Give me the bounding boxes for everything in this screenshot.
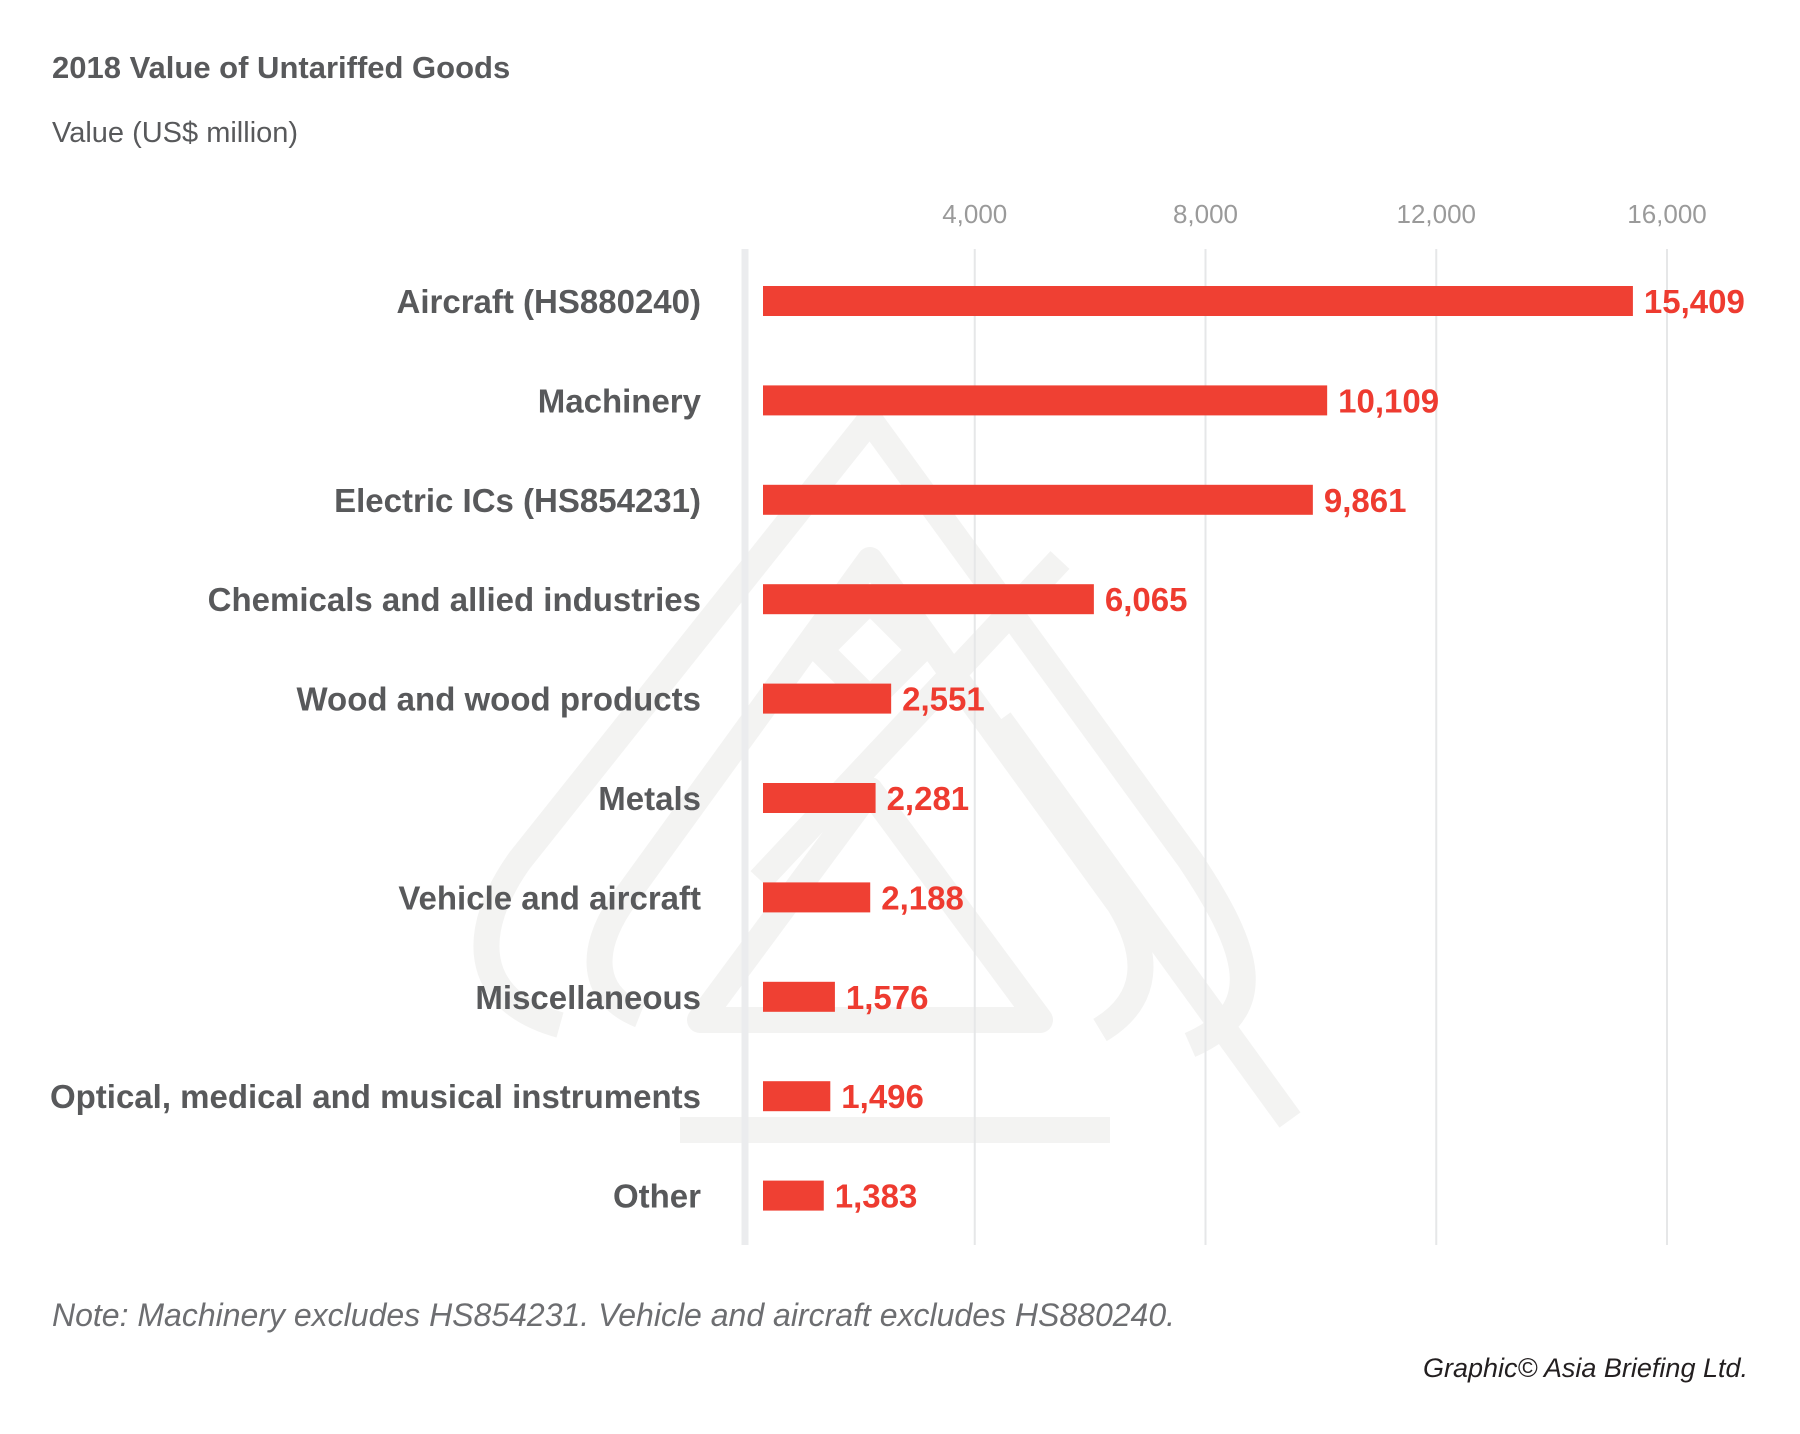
category-label: Optical, medical and musical instruments: [50, 1078, 701, 1115]
category-label: Metals: [598, 780, 701, 817]
value-label: 1,496: [841, 1078, 924, 1115]
bar: [763, 1180, 824, 1211]
value-label: 2,188: [881, 879, 964, 916]
x-tick-label: 8,000: [1173, 199, 1238, 229]
bar: [763, 286, 1633, 316]
value-label: 10,109: [1338, 382, 1439, 419]
value-label: 2,281: [887, 780, 970, 817]
bars: [763, 286, 1633, 1211]
x-tick-label: 16,000: [1627, 199, 1707, 229]
bar: [763, 584, 1094, 615]
chart-subtitle: Value (US$ million): [52, 117, 298, 149]
category-label: Aircraft (HS880240): [397, 283, 701, 320]
value-label: 1,576: [846, 979, 929, 1016]
category-label: Vehicle and aircraft: [398, 879, 701, 916]
bar: [763, 882, 871, 913]
value-label: 9,861: [1324, 482, 1407, 519]
value-label: 2,551: [902, 681, 985, 718]
bar: [763, 783, 876, 813]
category-label: Electric ICs (HS854231): [334, 482, 701, 519]
bar: [763, 683, 892, 714]
category-label: Other: [613, 1178, 701, 1215]
chart-title: 2018 Value of Untariffed Goods: [52, 50, 510, 85]
category-label: Wood and wood products: [296, 681, 701, 718]
value-label: 15,409: [1644, 283, 1745, 320]
bar: [763, 1081, 831, 1112]
value-labels: 15,409 10,109 9,861 6,065 2,551 2,281 2,188 1,5…: [835, 283, 1745, 1215]
category-label: Miscellaneous: [475, 979, 701, 1016]
bar: [763, 385, 1328, 416]
bar: [763, 981, 835, 1012]
category-labels: Aircraft (HS880240) Machinery Electric ICs…: [50, 283, 702, 1215]
chart-credit: Graphic© Asia Briefing Ltd.: [1423, 1353, 1748, 1383]
x-axis-ticks: 4,000 8,000 12,000 16,000: [942, 199, 1707, 229]
value-label: 6,065: [1105, 581, 1188, 618]
category-label: Machinery: [538, 382, 702, 419]
x-tick-label: 12,000: [1396, 199, 1476, 229]
bar: [763, 484, 1313, 515]
asia-briefing-logo-icon: [473, 407, 1301, 1143]
value-label: 1,383: [835, 1178, 918, 1215]
category-label: Chemicals and allied industries: [208, 581, 701, 618]
x-tick-label: 4,000: [942, 199, 1007, 229]
chart-note: Note: Machinery excludes HS854231. Vehic…: [52, 1297, 1175, 1333]
